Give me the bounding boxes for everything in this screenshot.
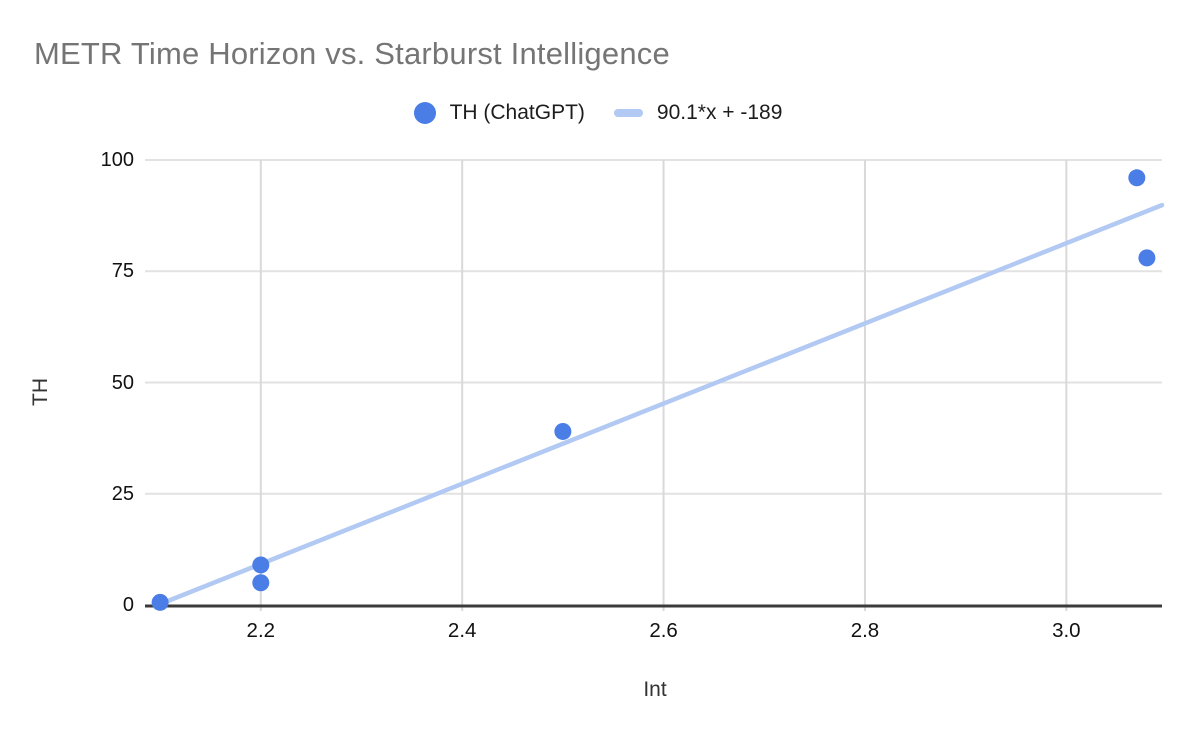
y-tick-label: 75	[111, 260, 134, 283]
x-tick-label: 3.0	[1052, 619, 1081, 642]
data-point[interactable]	[1128, 169, 1146, 187]
x-tick-label: 2.2	[246, 619, 276, 642]
legend-series-label: TH (ChatGPT)	[449, 101, 585, 124]
legend-item-series[interactable]: TH (ChatGPT)	[413, 101, 585, 125]
trendline-marker-icon	[613, 109, 643, 117]
x-tick-label: 2.4	[447, 619, 477, 642]
legend-trendline-label: 90.1*x + -189	[656, 101, 783, 124]
legend-item-trendline[interactable]: 90.1*x + -189	[613, 101, 783, 125]
x-tick-label: 2.8	[850, 619, 880, 642]
data-point[interactable]	[252, 574, 270, 592]
data-point[interactable]	[151, 593, 169, 611]
data-point[interactable]	[252, 556, 270, 574]
series-marker-icon	[413, 102, 436, 124]
y-tick-label: 100	[100, 149, 134, 171]
x-tick-label: 2.6	[649, 619, 678, 642]
chart-title: METR Time Horizon vs. Starburst Intellig…	[34, 36, 670, 71]
y-tick-label: 50	[111, 371, 134, 394]
legend: TH (ChatGPT) 90.1*x + -189	[0, 98, 1196, 128]
x-axis-title: Int	[643, 678, 667, 701]
y-tick-label: 0	[122, 594, 134, 616]
y-tick-label: 25	[111, 482, 134, 505]
data-point[interactable]	[554, 422, 572, 440]
trendline[interactable]	[155, 202, 1165, 608]
data-point[interactable]	[1138, 249, 1156, 267]
